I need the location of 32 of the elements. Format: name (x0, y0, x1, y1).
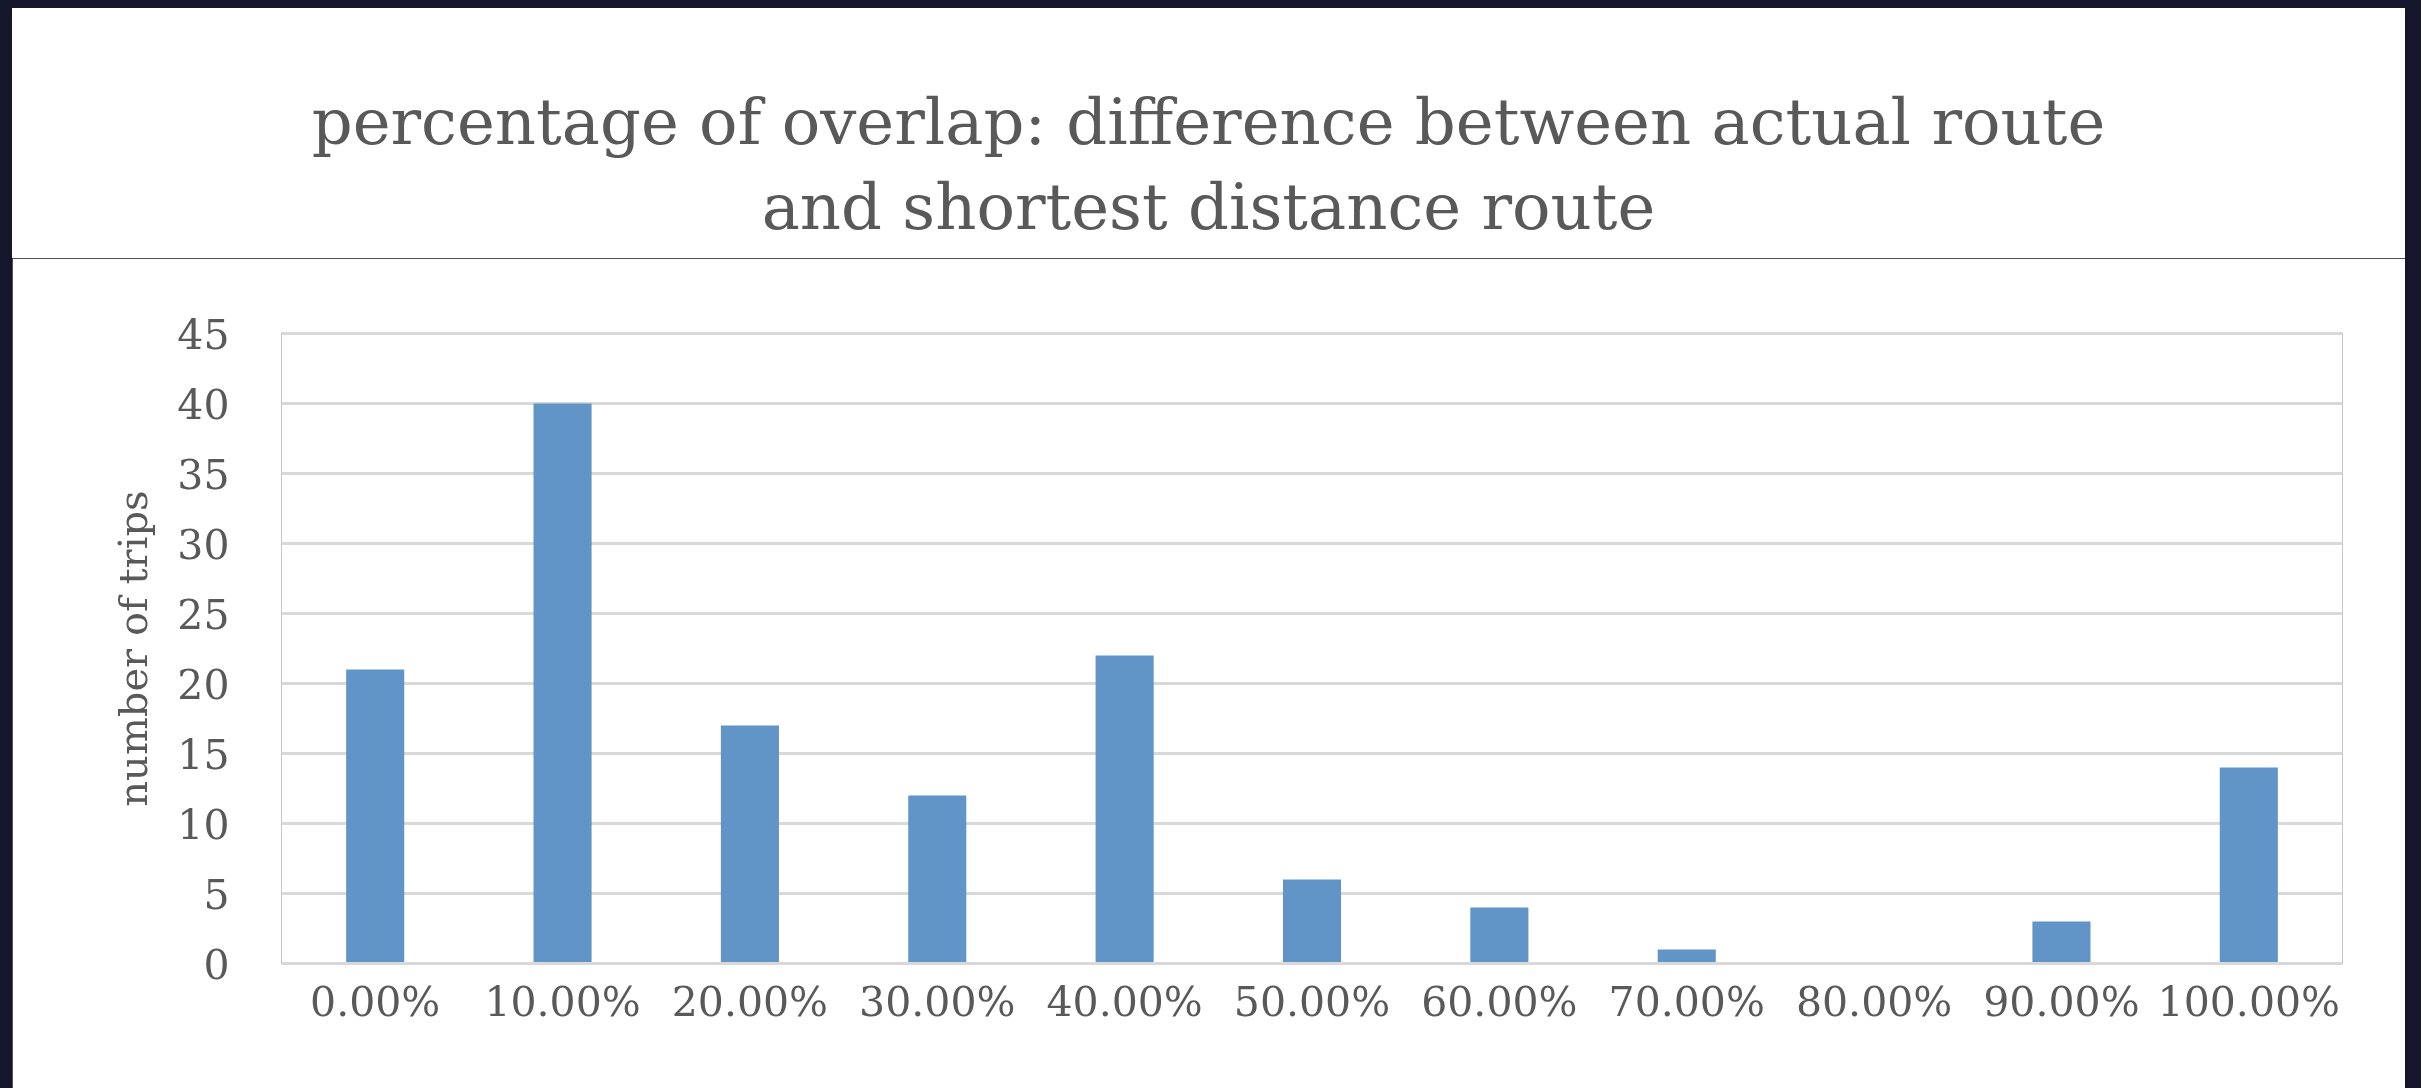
bar (1095, 655, 1154, 964)
x-tick-label: 10.00% (484, 977, 641, 1026)
x-tick-label: 0.00% (310, 977, 441, 1026)
bar (346, 669, 405, 964)
x-tick-label: 90.00% (1983, 977, 2140, 1026)
y-tick-label: 10 (177, 800, 230, 849)
x-tick-label: 60.00% (1421, 977, 1578, 1026)
bar (1282, 879, 1342, 964)
bar (2219, 767, 2278, 964)
y-tick-label: 25 (177, 590, 230, 639)
x-tick-label: 40.00% (1046, 977, 1203, 1026)
y-tick-label: 0 (203, 940, 230, 989)
y-tick-label: 45 (177, 310, 230, 359)
y-tick-label: 15 (177, 730, 230, 779)
y-tick-label: 5 (203, 870, 230, 919)
x-tick-label: 70.00% (1608, 977, 1765, 1026)
x-tick-label: 100.00% (2157, 977, 2341, 1026)
x-tick-label: 50.00% (1233, 977, 1391, 1026)
bar (1470, 907, 1529, 964)
x-tick-label: 20.00% (671, 977, 829, 1026)
bar (533, 403, 592, 964)
x-tick-label: 30.00% (859, 977, 1016, 1026)
y-axis-title: number of trips (110, 490, 157, 807)
y-tick-label: 35 (177, 450, 230, 499)
bar (2032, 921, 2091, 964)
y-tick-label: 20 (177, 660, 230, 709)
bar (720, 725, 779, 964)
y-tick-label: 30 (177, 520, 230, 569)
bar (908, 795, 967, 964)
x-tick-label: 80.00% (1795, 977, 1953, 1026)
y-tick-label: 40 (177, 380, 230, 429)
chart-title: percentage of overlap: difference between actual route and shortest distance route (12, 8, 2405, 258)
